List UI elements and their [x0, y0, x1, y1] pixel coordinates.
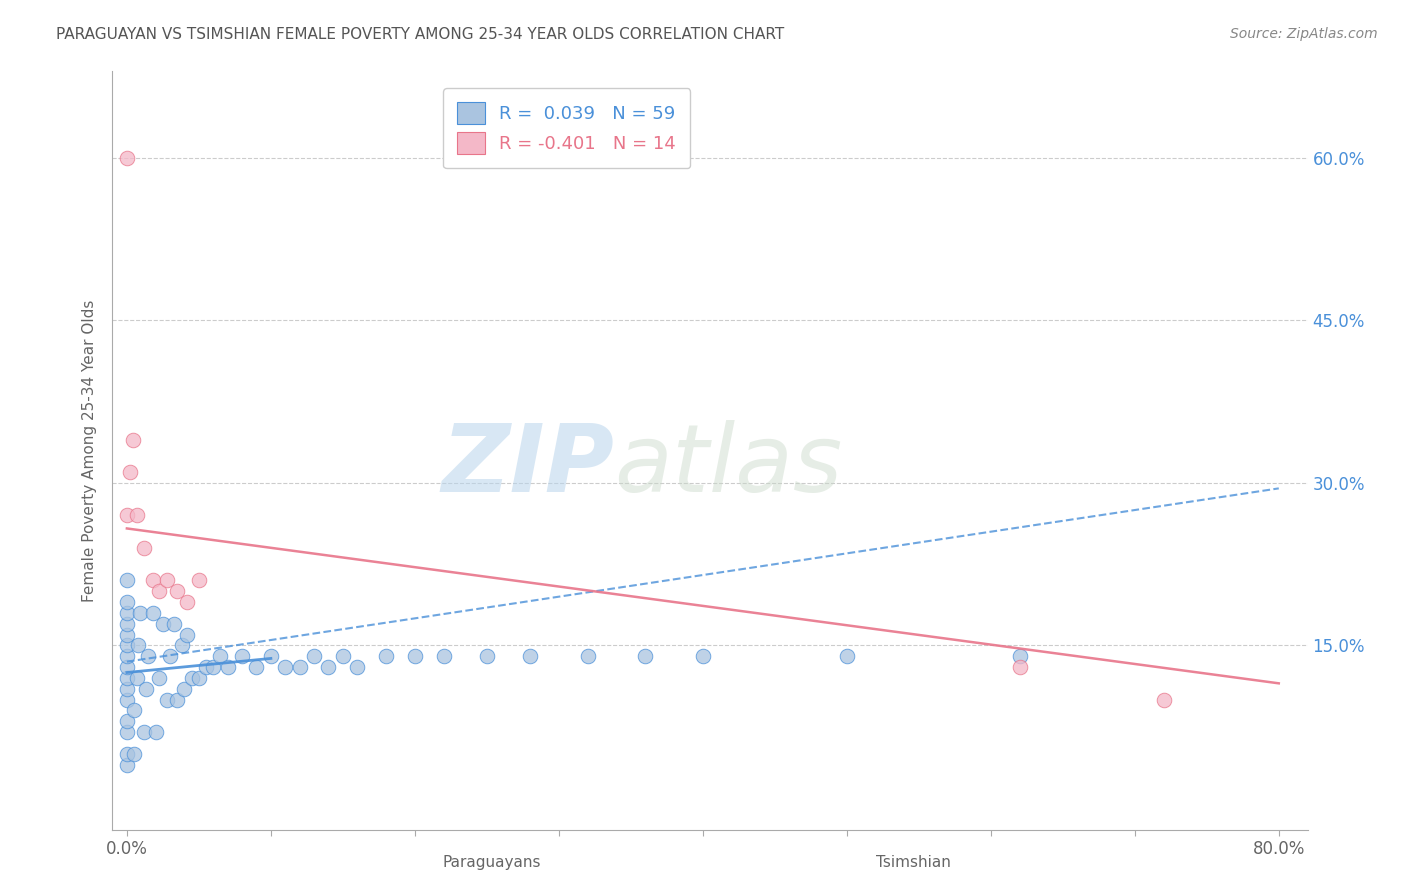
- Point: [115, 616, 138, 631]
- Point: [433, 649, 456, 664]
- Point: [318, 660, 340, 674]
- Point: [163, 616, 186, 631]
- Point: [135, 681, 157, 696]
- Text: atlas: atlas: [614, 420, 842, 511]
- Point: [209, 649, 232, 664]
- Point: [173, 681, 195, 696]
- Point: [202, 660, 225, 674]
- Point: [302, 649, 325, 664]
- Point: [142, 574, 165, 588]
- Point: [122, 703, 145, 717]
- Point: [127, 639, 149, 653]
- Point: [835, 649, 858, 664]
- Point: [217, 660, 239, 674]
- Point: [115, 508, 138, 523]
- Point: [115, 151, 138, 165]
- Point: [1008, 660, 1031, 674]
- Point: [138, 649, 160, 664]
- Point: [125, 671, 148, 685]
- Point: [115, 671, 138, 685]
- Point: [134, 541, 156, 555]
- Text: PARAGUAYAN VS TSIMSHIAN FEMALE POVERTY AMONG 25-34 YEAR OLDS CORRELATION CHART: PARAGUAYAN VS TSIMSHIAN FEMALE POVERTY A…: [56, 27, 785, 42]
- Point: [115, 757, 138, 772]
- Point: [115, 627, 138, 641]
- Point: [519, 649, 541, 664]
- Text: ZIP: ZIP: [441, 419, 614, 512]
- Point: [125, 508, 148, 523]
- Legend: R =  0.039   N = 59, R = -0.401   N = 14: R = 0.039 N = 59, R = -0.401 N = 14: [443, 88, 690, 168]
- Point: [170, 639, 193, 653]
- Point: [375, 649, 398, 664]
- Point: [195, 660, 218, 674]
- Point: [166, 584, 188, 599]
- Point: [156, 692, 179, 706]
- Point: [274, 660, 297, 674]
- Point: [187, 671, 209, 685]
- Point: [115, 574, 138, 588]
- Point: [156, 574, 179, 588]
- Point: [176, 595, 198, 609]
- Text: Tsimshian: Tsimshian: [876, 855, 952, 870]
- Point: [115, 639, 138, 653]
- Point: [115, 595, 138, 609]
- Point: [1153, 692, 1175, 706]
- Point: [148, 671, 170, 685]
- Point: [166, 692, 188, 706]
- Point: [115, 660, 138, 674]
- Point: [115, 692, 138, 706]
- Point: [404, 649, 426, 664]
- Point: [115, 725, 138, 739]
- Point: [115, 681, 138, 696]
- Point: [118, 465, 141, 479]
- Point: [260, 649, 283, 664]
- Text: Paraguayans: Paraguayans: [443, 855, 541, 870]
- Point: [159, 649, 181, 664]
- Point: [231, 649, 253, 664]
- Point: [115, 649, 138, 664]
- Point: [187, 574, 209, 588]
- Point: [634, 649, 657, 664]
- Point: [145, 725, 167, 739]
- Point: [245, 660, 267, 674]
- Point: [115, 606, 138, 620]
- Point: [180, 671, 202, 685]
- Point: [332, 649, 354, 664]
- Point: [176, 627, 198, 641]
- Point: [346, 660, 368, 674]
- Point: [115, 747, 138, 761]
- Y-axis label: Female Poverty Among 25-34 Year Olds: Female Poverty Among 25-34 Year Olds: [82, 300, 97, 601]
- Point: [475, 649, 498, 664]
- Point: [121, 433, 143, 447]
- Point: [134, 725, 156, 739]
- Point: [142, 606, 165, 620]
- Point: [148, 584, 170, 599]
- Point: [1008, 649, 1031, 664]
- Point: [288, 660, 311, 674]
- Point: [115, 714, 138, 729]
- Point: [692, 649, 714, 664]
- Point: [122, 747, 145, 761]
- Text: Source: ZipAtlas.com: Source: ZipAtlas.com: [1230, 27, 1378, 41]
- Point: [128, 606, 150, 620]
- Point: [576, 649, 599, 664]
- Point: [152, 616, 174, 631]
